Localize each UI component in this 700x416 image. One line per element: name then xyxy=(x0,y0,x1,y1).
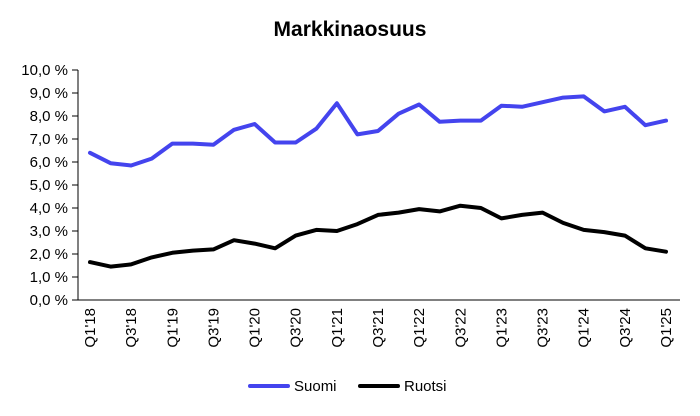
y-tick-label: 0,0 % xyxy=(30,292,68,309)
x-tick-label: Q3'18 xyxy=(123,308,140,348)
series-line-suomi xyxy=(88,94,668,168)
x-tick-label: Q3'23 xyxy=(535,308,552,348)
x-tick-label: Q1'25 xyxy=(658,308,675,348)
y-tick-label: 2,0 % xyxy=(30,246,68,263)
y-axis-ticks: 0,0 % 1,0 % 2,0 % 3,0 % 4,0 % 5,0 % 6,0 % 7,0 %… xyxy=(21,62,78,309)
x-tick-label: Q1'20 xyxy=(247,308,264,348)
y-tick-label: 9,0 % xyxy=(30,85,68,102)
x-axis-ticks: Q1'18 Q3'18 Q1'19 Q3'19 Q1'20 Q3'20 Q1'21 Q3'21… xyxy=(82,308,675,348)
legend-label: Suomi xyxy=(294,378,337,395)
x-tick-label: Q3'19 xyxy=(205,308,222,348)
x-tick-label: Q3'21 xyxy=(370,308,387,348)
series-lines xyxy=(88,94,668,269)
x-tick-label: Q3'22 xyxy=(452,308,469,348)
y-tick-label: 8,0 % xyxy=(30,108,68,125)
x-tick-label: Q3'24 xyxy=(617,308,634,348)
legend: Suomi Ruotsi xyxy=(248,378,447,395)
series-line-ruotsi xyxy=(88,203,668,269)
x-tick-label: Q1'18 xyxy=(82,308,99,348)
y-tick-label: 4,0 % xyxy=(30,200,68,217)
chart-title: Markkinaosuus xyxy=(274,18,427,41)
x-tick-label: Q1'19 xyxy=(164,308,181,348)
y-tick-label: 1,0 % xyxy=(30,269,68,286)
legend-label: Ruotsi xyxy=(404,378,447,395)
x-tick-label: Q1'24 xyxy=(576,308,593,348)
x-tick-label: Q1'23 xyxy=(493,308,510,348)
x-tick-label: Q3'20 xyxy=(288,308,305,348)
y-tick-label: 3,0 % xyxy=(30,223,68,240)
x-tick-label: Q1'21 xyxy=(329,308,346,348)
y-tick-label: 6,0 % xyxy=(30,154,68,171)
axes xyxy=(77,70,680,301)
y-tick-label: 5,0 % xyxy=(30,177,68,194)
x-tick-label: Q1'22 xyxy=(411,308,428,348)
y-tick-label: 10,0 % xyxy=(21,62,68,79)
y-tick-label: 7,0 % xyxy=(30,131,68,148)
